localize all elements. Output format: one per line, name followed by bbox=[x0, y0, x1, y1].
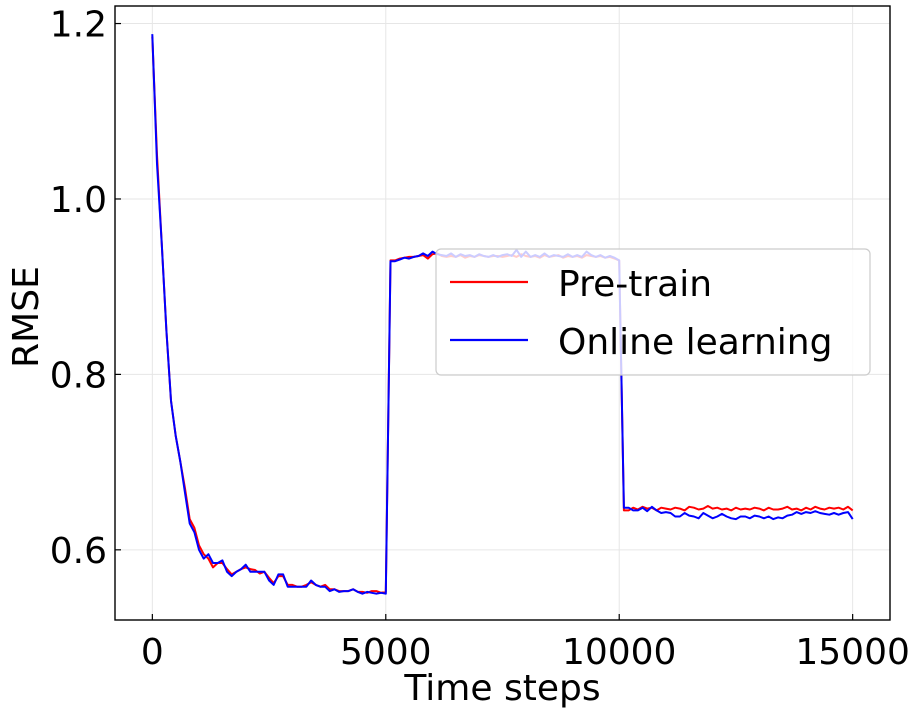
y-axis-title: RMSE bbox=[6, 266, 47, 368]
x-tick-label: 15000 bbox=[795, 632, 910, 673]
y-tick-label: 1.2 bbox=[50, 5, 107, 46]
tick-layer: 0 5000 10000 15000 0.6 0.8 1.0 1.2 bbox=[50, 5, 910, 673]
x-tick-label: 5000 bbox=[340, 632, 432, 673]
legend: Pre-train Online learning bbox=[435, 248, 871, 376]
x-axis-title: Time steps bbox=[403, 668, 600, 709]
legend-label-online-learning: Online learning bbox=[558, 322, 832, 363]
legend-box bbox=[435, 248, 871, 376]
y-tick-label: 0.8 bbox=[50, 355, 107, 396]
y-tick-label: 1.0 bbox=[50, 180, 107, 221]
x-tick-label: 0 bbox=[141, 632, 164, 673]
plot-area-frame bbox=[114, 5, 891, 621]
x-tick-label: 10000 bbox=[562, 632, 677, 673]
y-tick-label: 0.6 bbox=[50, 531, 107, 572]
legend-label-pre-train: Pre-train bbox=[558, 264, 712, 305]
